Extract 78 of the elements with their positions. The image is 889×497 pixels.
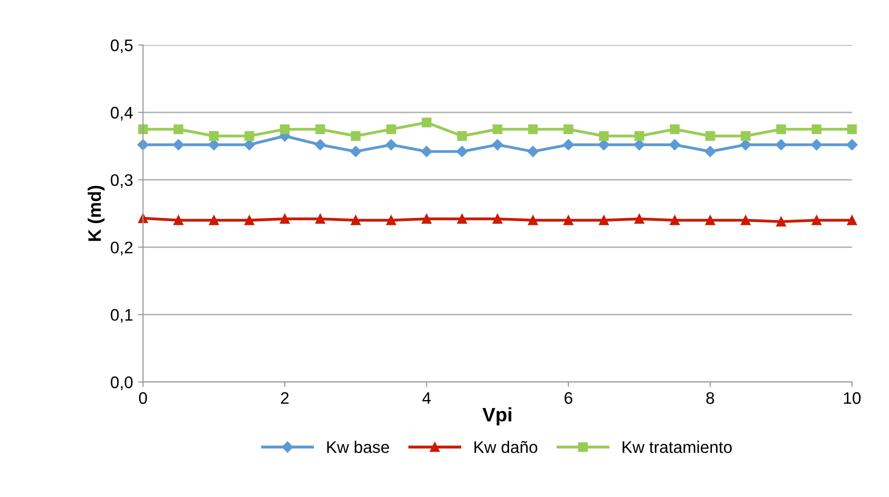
point [315, 214, 326, 224]
point [209, 215, 219, 226]
point [244, 215, 254, 226]
point [775, 139, 787, 150]
point [705, 131, 716, 141]
point [598, 131, 609, 141]
x-tick-label: 10 [844, 392, 861, 404]
point [776, 124, 786, 134]
y-tick-label: 0,4 [110, 106, 133, 121]
point [634, 139, 645, 150]
point [564, 124, 574, 134]
y-tick-label: 0,0 [110, 376, 133, 390]
point [420, 146, 432, 158]
point [422, 214, 432, 224]
point [634, 214, 644, 224]
point [244, 139, 255, 150]
y-tick-label: 0,1 [110, 309, 132, 323]
point [174, 215, 184, 226]
point [634, 131, 644, 141]
point [670, 124, 680, 134]
point [812, 124, 822, 134]
point [846, 139, 858, 150]
point [386, 215, 396, 226]
point [528, 124, 538, 134]
point [847, 215, 857, 226]
point [562, 139, 574, 150]
point [740, 215, 751, 226]
point [209, 131, 219, 141]
point [810, 139, 822, 150]
point [847, 124, 857, 134]
point [564, 215, 574, 226]
point [528, 215, 538, 226]
point [280, 214, 290, 224]
point [350, 146, 362, 158]
x-tick-label: 4 [422, 392, 431, 404]
point [457, 214, 467, 224]
point [598, 139, 610, 150]
point [386, 124, 396, 134]
x-tick-label: 0 [139, 392, 147, 404]
y-axis-title: K (md) [88, 186, 105, 241]
y-tick-label: 0,3 [110, 174, 133, 188]
point [315, 124, 326, 134]
legend-label: Kw daño [474, 440, 538, 454]
point [776, 216, 786, 226]
point [350, 131, 361, 141]
point [492, 124, 502, 134]
point [314, 139, 326, 150]
point [422, 118, 432, 128]
point [705, 215, 716, 226]
point [527, 146, 539, 158]
y-tick-label: 0,2 [110, 242, 132, 256]
point [208, 139, 220, 150]
legend-label: Kw tratamiento [622, 440, 732, 454]
point [740, 131, 751, 141]
point [740, 139, 752, 150]
point [280, 124, 290, 134]
point [172, 139, 184, 150]
point [244, 131, 254, 141]
point [812, 215, 822, 226]
x-tick-label: 2 [281, 392, 289, 404]
x-tick-label: 8 [706, 392, 714, 404]
legend-label: Kw base [327, 440, 390, 454]
point [457, 131, 467, 141]
point [350, 215, 361, 226]
x-axis-title: Vpi [482, 407, 512, 426]
point [670, 215, 680, 226]
point [174, 124, 184, 134]
point [386, 139, 397, 150]
point [137, 139, 149, 150]
point [492, 214, 502, 224]
point [492, 139, 504, 150]
y-tick-label: 0,5 [110, 39, 133, 54]
x-tick-label: 6 [564, 392, 572, 404]
point [138, 124, 148, 134]
point [598, 215, 609, 226]
point [456, 146, 468, 158]
point [704, 146, 716, 158]
point [669, 139, 680, 150]
